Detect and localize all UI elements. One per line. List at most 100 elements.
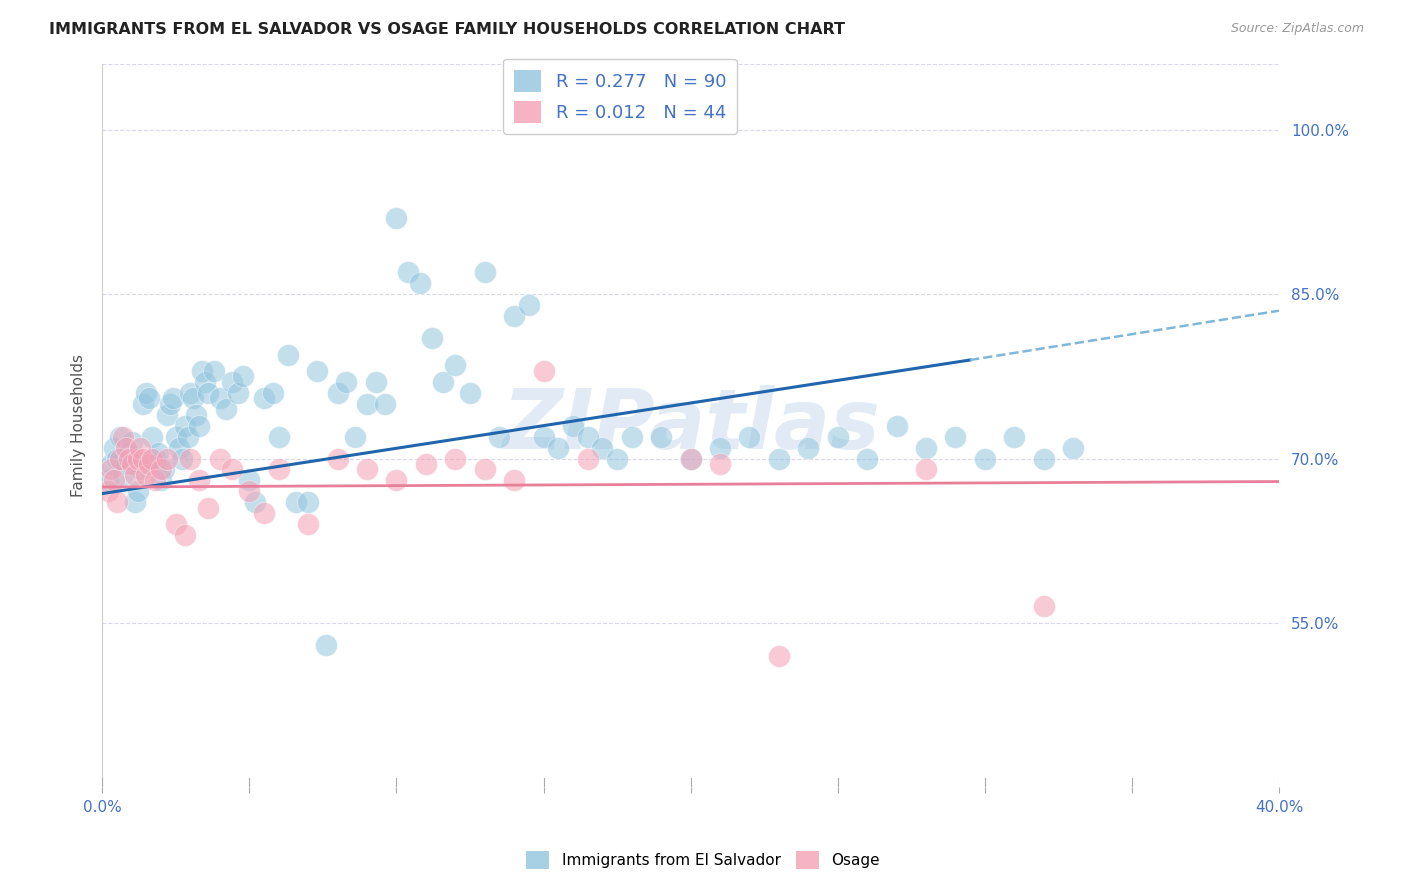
Point xyxy=(297,495,319,509)
Point xyxy=(488,430,510,444)
Point xyxy=(253,506,276,520)
Point xyxy=(208,451,231,466)
Point xyxy=(108,451,131,466)
Point xyxy=(650,430,672,444)
Point xyxy=(221,462,243,476)
Point xyxy=(915,462,938,476)
Point xyxy=(238,484,260,499)
Point xyxy=(100,457,122,471)
Point xyxy=(138,457,160,471)
Point xyxy=(576,451,599,466)
Point xyxy=(232,369,254,384)
Point xyxy=(768,451,790,466)
Text: Source: ZipAtlas.com: Source: ZipAtlas.com xyxy=(1230,22,1364,36)
Point xyxy=(156,451,179,466)
Point xyxy=(396,265,419,279)
Point xyxy=(179,451,201,466)
Point xyxy=(97,484,120,499)
Point xyxy=(1032,599,1054,614)
Point xyxy=(226,385,249,400)
Point xyxy=(245,495,267,509)
Point xyxy=(517,298,540,312)
Point xyxy=(188,418,211,433)
Point xyxy=(1002,430,1025,444)
Point xyxy=(132,451,155,466)
Point xyxy=(364,375,387,389)
Point xyxy=(146,446,169,460)
Point xyxy=(127,484,149,499)
Point xyxy=(124,495,146,509)
Point xyxy=(121,435,143,450)
Point xyxy=(215,402,238,417)
Point xyxy=(262,385,284,400)
Point xyxy=(197,385,219,400)
Point xyxy=(326,385,349,400)
Point xyxy=(444,359,467,373)
Point xyxy=(111,430,134,444)
Point xyxy=(179,385,201,400)
Point xyxy=(591,441,613,455)
Point xyxy=(173,528,195,542)
Point xyxy=(127,451,149,466)
Point xyxy=(165,430,187,444)
Point xyxy=(620,430,643,444)
Point xyxy=(797,441,820,455)
Point xyxy=(945,430,967,444)
Point xyxy=(173,418,195,433)
Point xyxy=(191,364,214,378)
Point xyxy=(221,375,243,389)
Y-axis label: Family Households: Family Households xyxy=(72,354,86,497)
Point xyxy=(135,467,157,482)
Point xyxy=(267,462,290,476)
Point xyxy=(356,397,378,411)
Point xyxy=(267,430,290,444)
Point xyxy=(183,392,205,406)
Point xyxy=(156,408,179,422)
Point xyxy=(533,430,555,444)
Point xyxy=(100,462,122,476)
Point xyxy=(285,495,308,509)
Point xyxy=(165,517,187,532)
Point xyxy=(103,441,125,455)
Point xyxy=(444,451,467,466)
Point xyxy=(124,467,146,482)
Point xyxy=(409,277,432,291)
Text: IMMIGRANTS FROM EL SALVADOR VS OSAGE FAMILY HOUSEHOLDS CORRELATION CHART: IMMIGRANTS FROM EL SALVADOR VS OSAGE FAM… xyxy=(49,22,845,37)
Point xyxy=(738,430,761,444)
Point xyxy=(143,474,166,488)
Point xyxy=(709,441,731,455)
Point xyxy=(238,474,260,488)
Point xyxy=(186,408,208,422)
Point xyxy=(118,446,141,460)
Point xyxy=(827,430,849,444)
Point xyxy=(105,495,128,509)
Point xyxy=(114,441,136,455)
Point xyxy=(143,451,166,466)
Point xyxy=(503,474,526,488)
Point xyxy=(606,451,628,466)
Point xyxy=(315,638,337,652)
Point xyxy=(105,451,128,466)
Legend: Immigrants from El Salvador, Osage: Immigrants from El Salvador, Osage xyxy=(520,845,886,875)
Point xyxy=(162,392,184,406)
Point xyxy=(202,364,225,378)
Point xyxy=(415,457,437,471)
Text: ZIPatlas: ZIPatlas xyxy=(502,385,880,467)
Point xyxy=(153,462,176,476)
Point xyxy=(176,430,198,444)
Legend: R = 0.277   N = 90, R = 0.012   N = 44: R = 0.277 N = 90, R = 0.012 N = 44 xyxy=(503,59,737,134)
Point xyxy=(141,430,163,444)
Point xyxy=(194,375,217,389)
Point xyxy=(159,397,181,411)
Point xyxy=(297,517,319,532)
Point xyxy=(150,474,173,488)
Point xyxy=(679,451,702,466)
Point xyxy=(129,441,152,455)
Point xyxy=(886,418,908,433)
Point xyxy=(576,430,599,444)
Point xyxy=(108,430,131,444)
Point xyxy=(208,392,231,406)
Point xyxy=(103,474,125,488)
Point xyxy=(111,467,134,482)
Point xyxy=(132,397,155,411)
